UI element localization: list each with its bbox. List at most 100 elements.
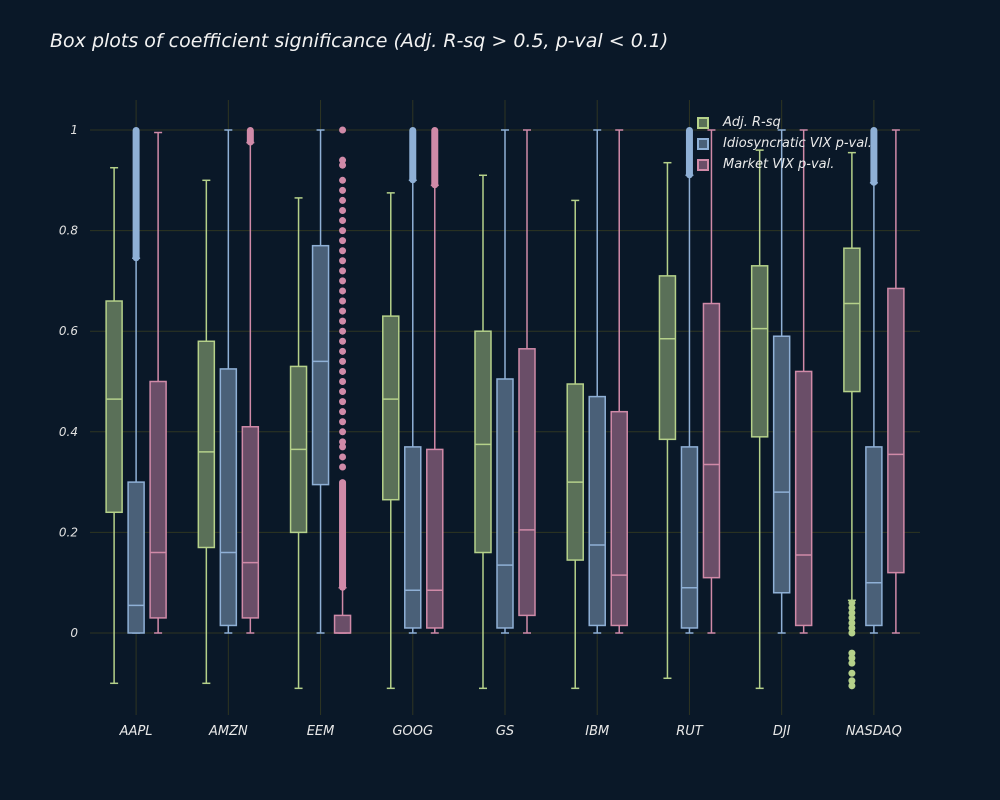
outlier-point xyxy=(339,176,347,184)
legend-label: Idiosyncratic VIX p-val. xyxy=(723,136,872,151)
legend-swatch xyxy=(697,116,709,129)
box-nasdaq xyxy=(887,287,905,574)
outlier-point xyxy=(339,206,347,214)
outlier-point xyxy=(339,247,347,255)
outlier-point xyxy=(339,408,347,416)
outlier-point xyxy=(339,227,347,235)
outlier-point xyxy=(848,609,856,617)
outlier-point xyxy=(339,428,347,436)
outlier-point xyxy=(339,196,347,204)
box-rut xyxy=(702,302,721,579)
outlier-point xyxy=(339,287,347,295)
outlier-point xyxy=(848,624,856,632)
outlier-point xyxy=(339,398,347,406)
outlier-point xyxy=(339,186,347,194)
outlier-cluster xyxy=(870,127,878,186)
outlier-point xyxy=(339,237,347,245)
box-nasdaq xyxy=(865,446,883,627)
x-tick-label: EEM xyxy=(307,724,335,739)
outlier-point xyxy=(339,347,347,355)
x-tick-label: DJI xyxy=(773,724,791,739)
outlier-point xyxy=(339,438,347,446)
box-goog xyxy=(382,315,400,501)
outlier-point xyxy=(339,126,347,134)
outlier-point xyxy=(339,453,347,461)
outlier-point xyxy=(848,682,856,690)
outlier-point xyxy=(339,463,347,471)
box-aapl xyxy=(105,300,123,514)
chart-title: Box plots of coefficient significance (A… xyxy=(50,30,669,52)
outlier-point xyxy=(339,443,347,451)
x-tick-label: NASDAQ xyxy=(846,724,902,739)
y-tick-label: 0.6 xyxy=(59,324,78,338)
box-gs xyxy=(474,330,492,554)
x-tick-label: AAPL xyxy=(119,724,153,739)
outlier-point xyxy=(848,599,856,607)
x-tick-label: RUT xyxy=(676,724,704,739)
x-tick-label: IBM xyxy=(585,724,609,739)
outlier-point xyxy=(848,659,856,667)
outlier-point xyxy=(339,277,347,285)
box-gs xyxy=(496,378,514,629)
outlier-point xyxy=(339,317,347,325)
legend-swatch xyxy=(697,158,709,171)
outlier-cluster xyxy=(685,127,693,179)
box-amzn xyxy=(219,368,238,627)
outlier-point xyxy=(339,217,347,225)
box-ibm xyxy=(566,383,584,561)
outlier-point xyxy=(848,619,856,627)
box-ibm xyxy=(588,395,606,627)
outlier-point xyxy=(848,614,856,622)
outlier-point xyxy=(339,378,347,385)
y-tick-label: 0 xyxy=(70,626,78,640)
outlier-point xyxy=(339,337,347,345)
outlier-cluster xyxy=(431,127,439,189)
outlier-point xyxy=(339,161,347,169)
y-tick-label: 0.4 xyxy=(59,425,78,439)
outlier-point xyxy=(339,367,347,375)
y-tick-label: 1 xyxy=(70,123,78,137)
box-goog xyxy=(404,446,422,629)
outlier-point xyxy=(339,156,347,164)
outlier-point xyxy=(339,327,347,335)
box-dji xyxy=(794,370,813,627)
legend-swatch xyxy=(697,137,709,150)
box-dji xyxy=(772,335,791,594)
box-aapl xyxy=(127,481,145,634)
outlier-point xyxy=(848,604,856,612)
box-rut xyxy=(680,446,699,629)
outlier-point xyxy=(339,418,347,426)
box-amzn xyxy=(241,426,260,619)
outlier-cluster xyxy=(246,127,254,146)
outlier-point xyxy=(339,388,347,396)
x-tick-label: GS xyxy=(496,724,514,739)
outlier-point xyxy=(339,307,347,315)
outlier-cluster xyxy=(132,127,140,262)
box-ibm xyxy=(610,410,628,627)
y-tick-label: 0.2 xyxy=(59,525,78,539)
box-eem xyxy=(311,244,330,486)
outlier-point xyxy=(339,357,347,365)
outlier-cluster xyxy=(339,479,347,591)
box-aapl xyxy=(149,380,167,619)
legend-item-idiosyncratic-vix[interactable]: Idiosyncratic VIX p-val. xyxy=(697,133,872,154)
legend: Adj. R-sq Idiosyncratic VIX p-val. Marke… xyxy=(697,112,872,175)
legend-label: Market VIX p-val. xyxy=(723,157,835,172)
x-tick-label: GOOG xyxy=(392,724,433,739)
legend-item-market-vix[interactable]: Market VIX p-val. xyxy=(697,154,872,175)
box-rut xyxy=(658,275,677,441)
legend-item-adj-r-sq[interactable]: Adj. R-sq xyxy=(697,112,872,133)
y-tick-label: 0.8 xyxy=(59,224,78,238)
legend-label: Adj. R-sq xyxy=(723,115,781,130)
outlier-cluster xyxy=(409,127,417,184)
box-goog xyxy=(426,448,444,629)
box-amzn xyxy=(197,340,216,549)
outlier-point xyxy=(339,267,347,275)
outlier-point xyxy=(848,654,856,662)
x-tick-label: AMZN xyxy=(208,724,248,739)
box-gs xyxy=(518,348,536,617)
outlier-point xyxy=(339,297,347,305)
box-nasdaq xyxy=(843,247,861,393)
box-dji xyxy=(750,265,769,438)
outlier-point xyxy=(339,257,347,265)
